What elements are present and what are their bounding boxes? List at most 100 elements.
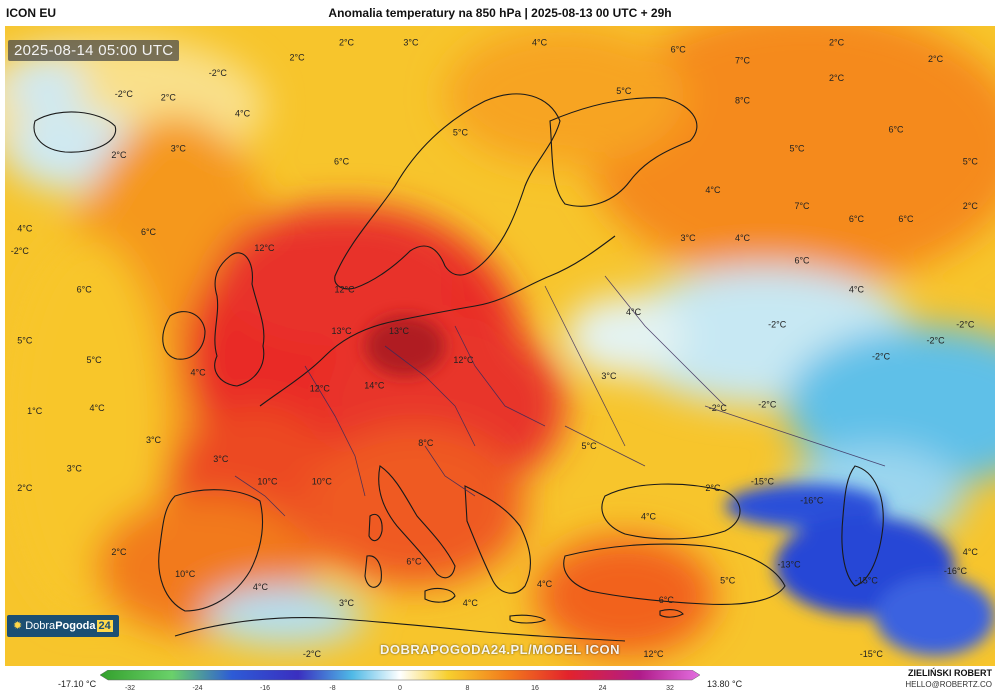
isotherm-label: 6°C xyxy=(849,214,865,224)
isotherm-label: 3°C xyxy=(67,464,83,474)
isotherm-label: -15°C xyxy=(860,649,884,659)
isotherm-label: 12°C xyxy=(643,649,664,659)
brand-part3: 24 xyxy=(96,620,113,632)
isotherm-label: 1°C xyxy=(27,406,43,416)
isotherm-label: 6°C xyxy=(671,44,687,54)
isotherm-label: -16°C xyxy=(800,496,824,506)
isotherm-label: -15°C xyxy=(751,476,775,486)
scale-tick-label: 24 xyxy=(599,685,607,692)
isotherm-label: -2°C xyxy=(758,400,777,410)
isotherm-label: 6°C xyxy=(659,595,675,605)
isotherm-label: 10°C xyxy=(175,569,196,579)
isotherm-label: 6°C xyxy=(888,124,904,134)
watermark: DOBRAPOGODA24.PL/MODEL ICON xyxy=(379,642,621,657)
isotherm-label: 4°C xyxy=(532,37,548,47)
scale-tick-label: -16 xyxy=(260,685,270,692)
isotherm-label: 14°C xyxy=(364,380,385,390)
isotherm-label: 2°C xyxy=(290,53,306,63)
isotherm-label: 12°C xyxy=(453,355,474,365)
isotherm-label: 4°C xyxy=(463,598,479,608)
isotherm-label: 4°C xyxy=(191,368,207,378)
isotherm-label: 4°C xyxy=(963,547,979,557)
color-scale: -32 -24 -16 -8 0 8 16 24 32 xyxy=(100,670,700,692)
coastlines xyxy=(33,93,884,642)
isotherm-label: -2°C xyxy=(209,68,228,78)
isotherm-label: 4°C xyxy=(626,307,642,317)
isotherm-label: 5°C xyxy=(720,576,736,586)
isotherm-label: 4°C xyxy=(705,185,721,195)
isotherm-labels: 2°C 3°C 4°C 2°C 2°C 6°C 7°C 2°C -2°C 2°C -2°C 2°C 5°… xyxy=(11,37,979,659)
isotherm-label: 4°C xyxy=(17,224,33,234)
isotherm-label: 3°C xyxy=(213,454,229,464)
isotherm-label: 13°C xyxy=(389,326,410,336)
isotherm-label: 4°C xyxy=(235,108,251,118)
isotherm-label: 6°C xyxy=(334,156,350,166)
brand-part1: Dobra xyxy=(25,620,56,632)
isotherm-label: 6°C xyxy=(794,256,810,266)
isotherm-label: 5°C xyxy=(582,441,598,451)
isotherm-label: 2°C xyxy=(339,37,355,47)
brand-logo[interactable]: ✹ DobraPogoda 24 xyxy=(7,615,119,637)
isotherm-label: 3°C xyxy=(403,37,419,47)
isotherm-label: 13°C xyxy=(332,326,353,336)
isotherm-label: -2°C xyxy=(11,246,30,256)
isotherm-label: 12°C xyxy=(310,384,331,394)
author-email: HELLO@ROBERTZ.CO xyxy=(905,680,992,689)
map-title: Anomalia temperatury na 850 hPa | 2025-0… xyxy=(328,6,672,20)
scale-tick-label: -24 xyxy=(192,685,202,692)
isotherm-label: 2°C xyxy=(829,73,845,83)
scale-tick-label: -8 xyxy=(329,685,335,692)
isotherm-label: -2°C xyxy=(768,320,787,330)
scale-ticks: -32 -24 -16 -8 0 8 16 24 32 xyxy=(125,685,674,692)
scale-tick-label: 16 xyxy=(531,685,539,692)
isotherm-label: 5°C xyxy=(789,144,805,154)
isotherm-label: 5°C xyxy=(87,355,103,365)
isotherm-label: 12°C xyxy=(254,243,275,253)
isotherm-label: 2°C xyxy=(829,37,845,47)
isotherm-label: -2°C xyxy=(303,649,322,659)
isotherm-label: -13°C xyxy=(778,560,802,570)
isotherm-label: -16°C xyxy=(944,566,968,576)
isotherm-label: 5°C xyxy=(963,156,979,166)
brand-part2: Pogoda xyxy=(55,620,96,632)
scale-tick-label: 32 xyxy=(666,685,674,692)
isotherm-label: 4°C xyxy=(537,579,553,589)
isotherm-label: 6°C xyxy=(77,284,93,294)
isotherm-label: 5°C xyxy=(453,128,469,138)
isotherm-label: 6°C xyxy=(406,556,422,566)
isotherm-label: 2°C xyxy=(111,150,127,160)
isotherm-label: 2°C xyxy=(705,483,721,493)
isotherm-label: 3°C xyxy=(681,233,697,243)
isotherm-label: 6°C xyxy=(141,227,157,237)
map-canvas[interactable]: 2°C 3°C 4°C 2°C 2°C 6°C 7°C 2°C -2°C 2°C -2°C 2°C 5°… xyxy=(5,26,995,666)
isotherm-label: 4°C xyxy=(641,512,657,522)
isotherm-label: 2°C xyxy=(17,483,33,493)
isotherm-label: 7°C xyxy=(735,55,751,65)
author-name: ZIELIŃSKI ROBERT xyxy=(907,668,992,678)
anomaly-field xyxy=(5,26,995,656)
scale-bar xyxy=(100,670,700,681)
isotherm-label: 2°C xyxy=(963,201,979,211)
isotherm-label: 2°C xyxy=(928,54,944,64)
isotherm-label: 7°C xyxy=(794,201,810,211)
valid-time-badge: 2025-08-14 05:00 UTC xyxy=(8,40,180,61)
anomaly-map[interactable]: 2°C 3°C 4°C 2°C 2°C 6°C 7°C 2°C -2°C 2°C -2°C 2°C 5°… xyxy=(5,26,995,666)
country-borders xyxy=(234,275,886,517)
isotherm-label: 3°C xyxy=(171,144,187,154)
isotherm-label: 5°C xyxy=(616,86,632,96)
isotherm-label: -2°C xyxy=(927,336,946,346)
isotherm-label: -2°C xyxy=(115,89,134,99)
scale-min-label: -17.10 °C xyxy=(58,679,97,689)
cold-core-field xyxy=(365,316,995,656)
scale-tick-label: 8 xyxy=(466,685,470,692)
sun-icon: ✹ xyxy=(13,620,23,632)
model-name: ICON EU xyxy=(6,6,57,20)
isotherm-label: -2°C xyxy=(956,320,975,330)
isotherm-label: 3°C xyxy=(146,435,162,445)
isotherm-label: 8°C xyxy=(735,96,751,106)
isotherm-label: 10°C xyxy=(257,476,278,486)
isotherm-label: 5°C xyxy=(17,336,33,346)
isotherm-label: -15°C xyxy=(855,576,879,586)
isotherm-label: 3°C xyxy=(339,598,355,608)
isotherm-label: 2°C xyxy=(111,547,127,557)
